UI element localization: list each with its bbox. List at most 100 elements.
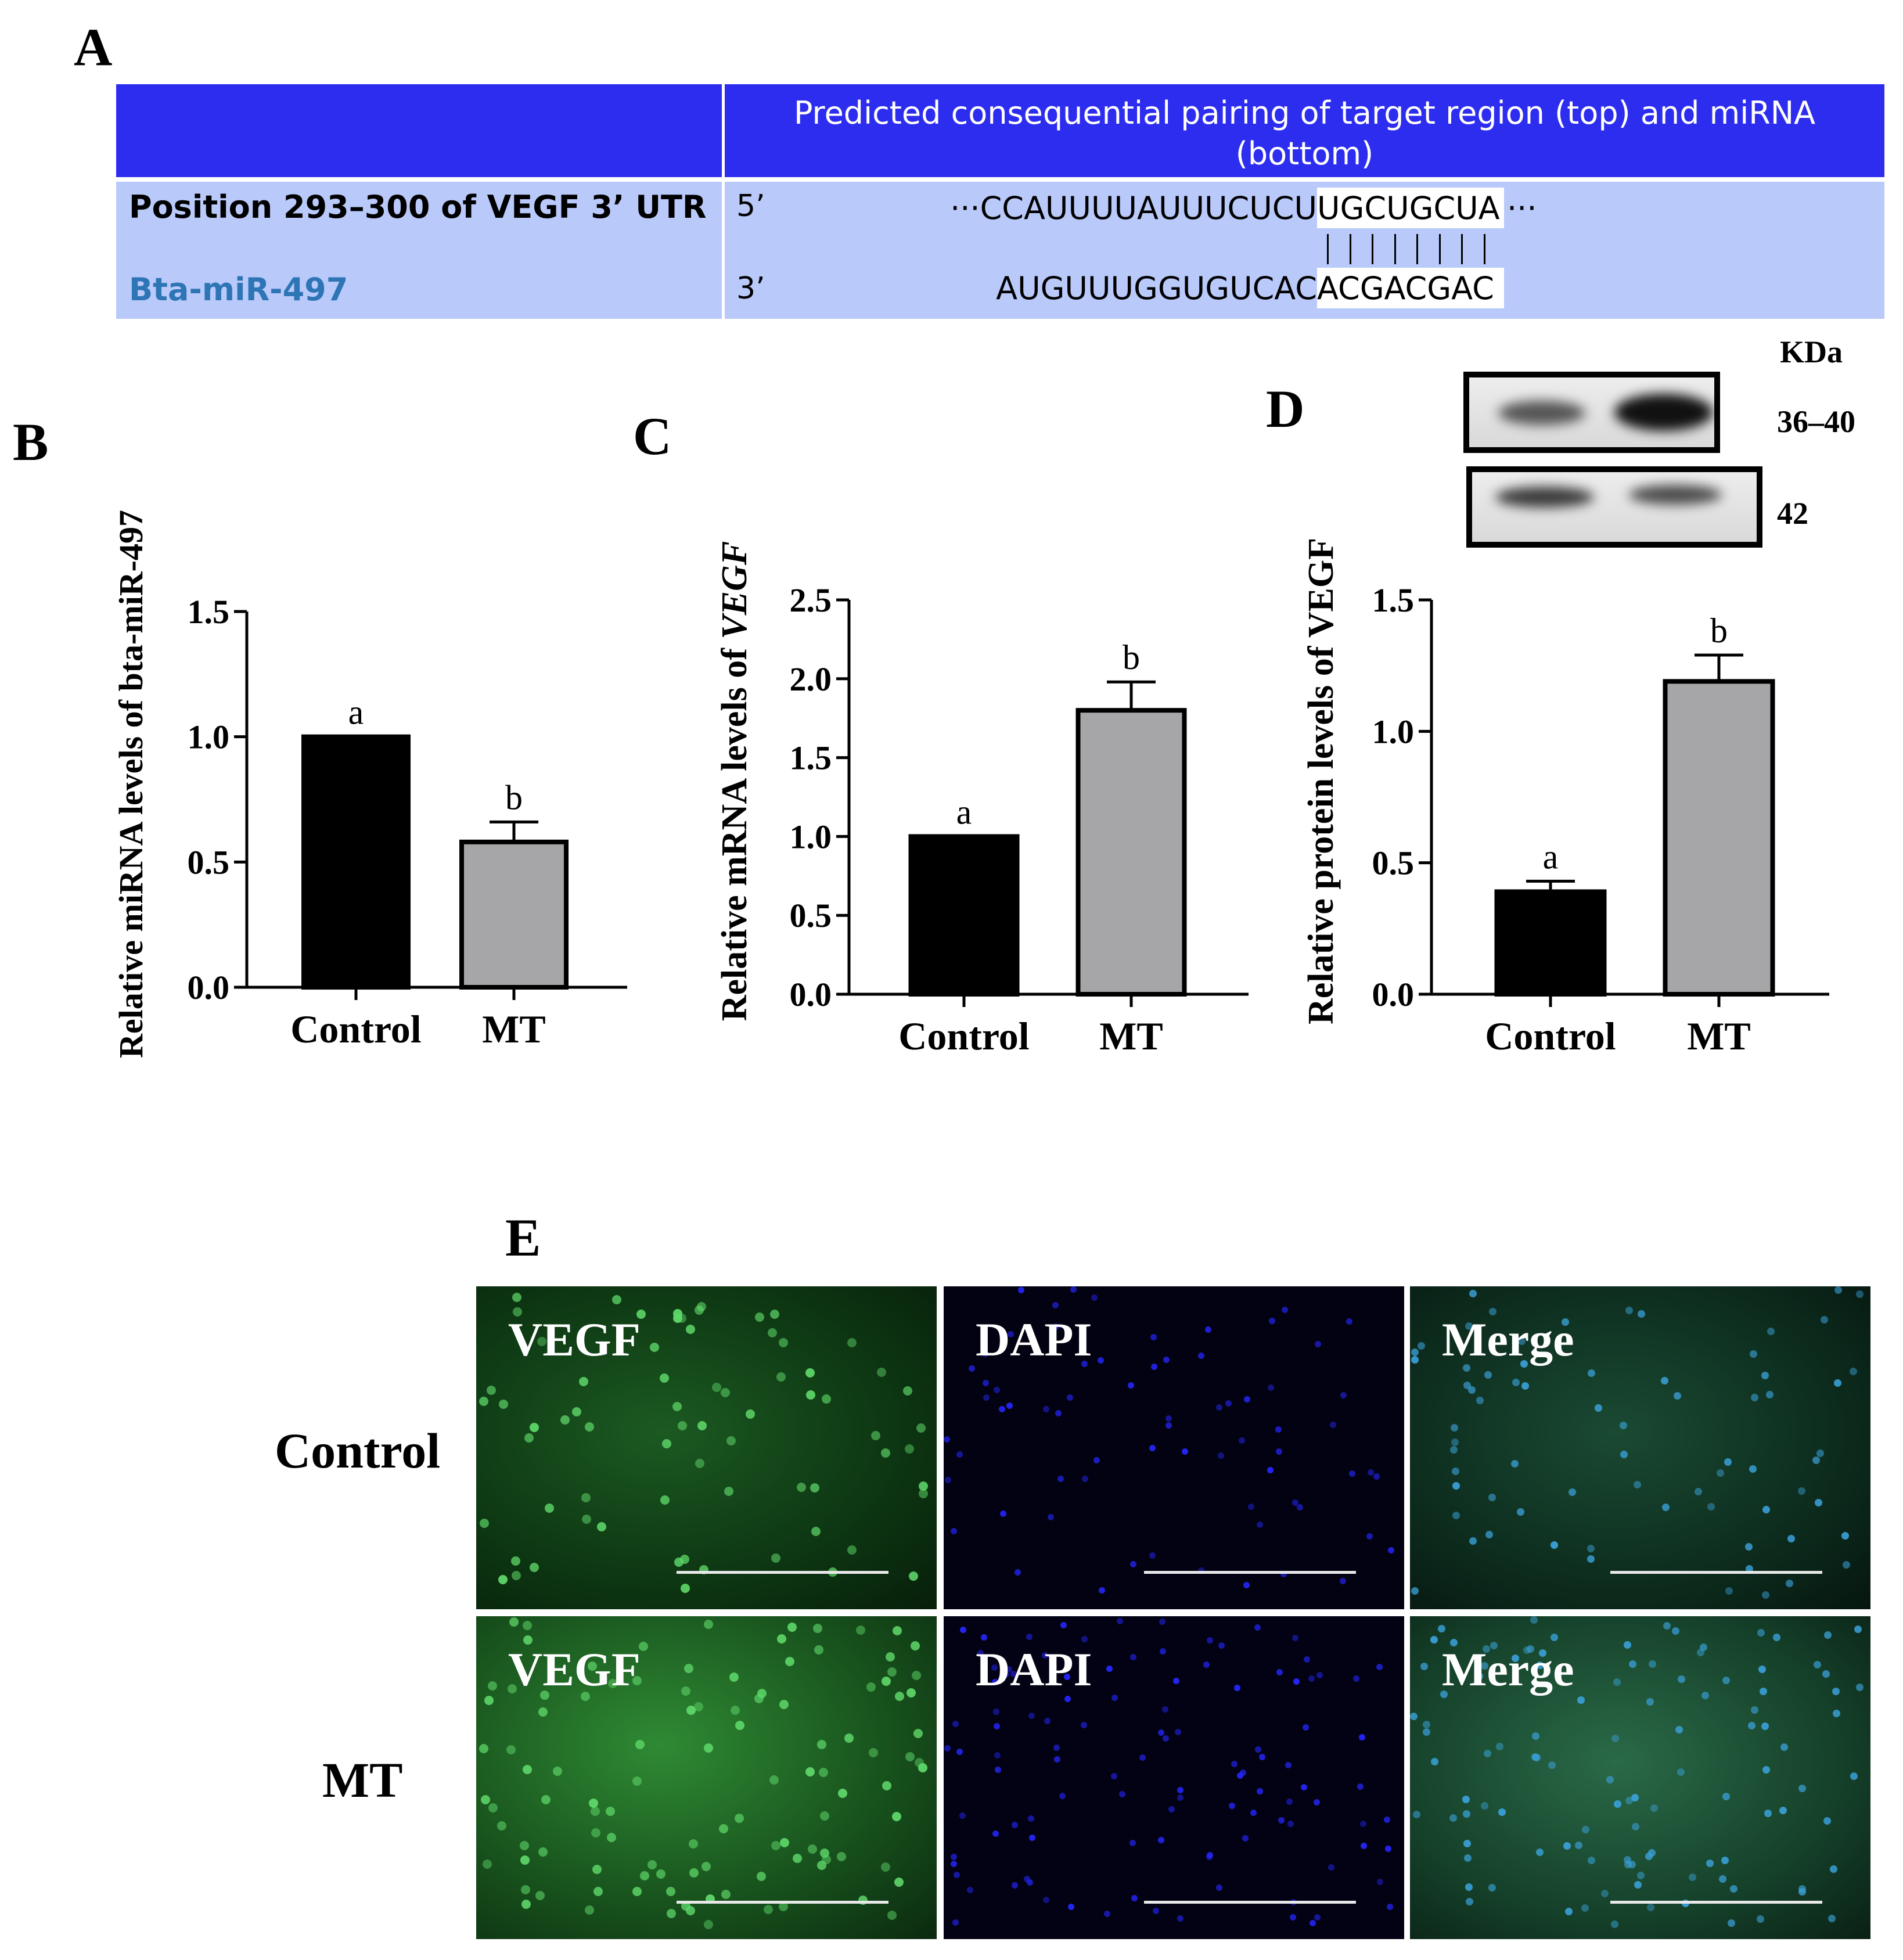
cell-dot	[1162, 1706, 1168, 1713]
cell-dot	[913, 1729, 923, 1738]
cell-dot	[1675, 1726, 1683, 1734]
cell-dot	[887, 1911, 897, 1920]
cell-dot	[770, 1310, 779, 1319]
cell-dot	[1081, 1361, 1088, 1367]
cell-dot	[1308, 1675, 1315, 1682]
cell-dot	[729, 1673, 739, 1682]
cell-dot	[1225, 1400, 1232, 1407]
micrograph-channel-label: Merge	[1442, 1643, 1574, 1696]
cell-dot	[1368, 1469, 1374, 1476]
target-sequence-seed: UGCUGCUA	[1317, 190, 1500, 226]
cell-dot	[1575, 1842, 1582, 1849]
cell-dot	[779, 1700, 789, 1709]
cell-dot	[1276, 1448, 1282, 1455]
cell-dot	[1674, 1392, 1681, 1400]
cell-dot	[1577, 1696, 1585, 1704]
cell-dot	[1856, 1290, 1864, 1298]
cell-dot	[1282, 1307, 1288, 1313]
cell-dot	[982, 1351, 988, 1357]
cell-dot	[983, 1380, 989, 1386]
base-pair-line	[1416, 234, 1418, 264]
cell-dot	[1719, 1875, 1726, 1883]
cell-dot	[1828, 1915, 1836, 1922]
cell-dot	[1496, 1743, 1503, 1750]
cell-dot	[1268, 1384, 1274, 1391]
cell-dot	[817, 1740, 826, 1749]
cell-dot	[607, 1833, 616, 1842]
cell-dot	[1043, 1406, 1049, 1412]
cell-dot	[1551, 1634, 1558, 1641]
bar-control	[301, 734, 411, 990]
cell-dot	[769, 1775, 779, 1785]
y-tick-label: 1.5	[1372, 581, 1415, 619]
cell-dot	[1717, 1469, 1724, 1477]
cell-dot	[1773, 1634, 1780, 1641]
x-tick-label: MT	[1687, 1014, 1751, 1058]
cell-dot	[1629, 1660, 1636, 1668]
cell-dot	[1452, 1512, 1460, 1519]
cell-dot	[1565, 1908, 1573, 1915]
cell-dot	[1824, 1631, 1832, 1639]
target-sequence-suffix: ···	[1507, 190, 1537, 226]
cell-dot	[686, 1706, 696, 1715]
cell-dot	[1520, 1360, 1528, 1368]
y-axis-label: Relative mRNA levels of VEGF	[715, 541, 754, 1022]
cell-dot	[1240, 1770, 1246, 1776]
cell-dot	[1707, 1503, 1715, 1511]
cell-dot	[1611, 1735, 1619, 1742]
cell-dot	[1854, 1625, 1862, 1633]
cell-dot	[797, 1483, 806, 1492]
cell-dot	[893, 1626, 902, 1635]
cell-dot	[597, 1522, 606, 1531]
cell-dot	[1476, 1397, 1484, 1404]
cell-dot	[810, 1483, 819, 1493]
micrograph-mt-merge: Merge	[1410, 1616, 1870, 1939]
cell-dot	[1750, 1350, 1757, 1358]
cell-dot	[1532, 1732, 1539, 1740]
cell-dot	[1006, 1402, 1013, 1409]
cell-dot	[1360, 1821, 1366, 1827]
cell-dot	[892, 1812, 901, 1821]
cell-dot	[1353, 1675, 1359, 1682]
cell-dot	[805, 1368, 815, 1378]
cell-dot	[1131, 1895, 1138, 1901]
cell-dot	[1452, 1468, 1459, 1475]
five-prime-label: 5’	[736, 189, 765, 224]
cell-dot	[1206, 1854, 1213, 1860]
cell-dot	[660, 1373, 669, 1383]
cell-dot	[1521, 1382, 1529, 1390]
x-tick-label: MT	[482, 1007, 546, 1051]
cell-dot	[1139, 1754, 1146, 1761]
cell-dot	[540, 1691, 549, 1700]
cell-dot	[1587, 1555, 1595, 1563]
cell-dot	[1423, 1728, 1430, 1736]
x-tick-label: Control	[898, 1014, 1029, 1058]
cell-dot	[1229, 1803, 1235, 1809]
cell-dot	[524, 1433, 534, 1443]
cell-dot	[579, 1377, 588, 1386]
cell-dot	[1536, 1661, 1544, 1669]
cell-dot	[1677, 1768, 1685, 1776]
cell-dot	[1053, 1745, 1060, 1751]
cell-dot	[695, 1459, 704, 1468]
cell-dot	[1701, 1692, 1709, 1699]
vegf-blot	[1463, 372, 1720, 453]
cell-dot	[1018, 1287, 1024, 1293]
cell-dot	[951, 1861, 957, 1867]
cell-dot	[1431, 1758, 1438, 1765]
cell-dot	[589, 1799, 598, 1808]
cell-dot	[591, 1828, 600, 1837]
cell-dot	[535, 1891, 545, 1900]
cell-dot	[814, 1645, 823, 1655]
cell-dot	[1588, 1857, 1595, 1864]
cell-dot	[530, 1563, 539, 1572]
cell-dot	[1048, 1514, 1054, 1520]
cell-dot	[1059, 1793, 1066, 1799]
cell-dot	[1111, 1773, 1117, 1779]
significance-letter: a	[348, 693, 364, 732]
cell-dot	[1728, 1919, 1735, 1927]
cell-dot	[1091, 1294, 1098, 1301]
cell-dot	[877, 1368, 886, 1377]
cell-dot	[592, 1865, 602, 1874]
cell-dot	[650, 1343, 659, 1352]
